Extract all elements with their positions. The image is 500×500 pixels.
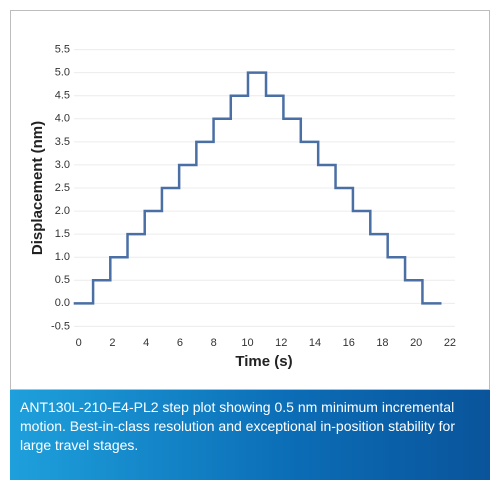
x-tick-label: 8 <box>211 337 217 349</box>
chart-frame <box>10 10 490 390</box>
caption: ANT130L-210-E4-PL2 step plot showing 0.5… <box>10 390 490 480</box>
data-line <box>73 71 442 305</box>
y-tick-label: 4.5 <box>55 90 70 102</box>
y-tick-label: 5.5 <box>55 44 70 56</box>
x-tick-label: 6 <box>177 337 183 349</box>
x-tick-label: 14 <box>309 337 321 349</box>
x-tick-label: 16 <box>343 337 355 349</box>
x-tick-label: 22 <box>444 337 456 349</box>
x-tick-label: 0 <box>76 337 82 349</box>
y-axis-title: Displacement (nm) <box>29 121 46 255</box>
y-tick-label: 1.0 <box>55 251 70 263</box>
x-tick-label: 20 <box>410 337 422 349</box>
y-tick-label: 5.0 <box>55 67 70 79</box>
y-tick-label: 3.5 <box>55 136 70 148</box>
x-tick-label: 18 <box>376 337 388 349</box>
y-tick-label: 3.0 <box>55 159 70 171</box>
x-tick-label: 2 <box>109 337 115 349</box>
x-tick-label: 10 <box>241 337 253 349</box>
chart: Time (s) Displacement (nm) -0.5 0.0 0.5 1.0… <box>29 44 456 370</box>
y-tick-label: 2.5 <box>55 182 70 194</box>
y-tick-label: 0.5 <box>55 274 70 286</box>
y-tick-label: 2.0 <box>55 205 70 217</box>
x-tick-label: 4 <box>143 337 149 349</box>
y-tick-label: 4.0 <box>55 113 70 125</box>
y-tick-label: -0.5 <box>51 320 70 332</box>
y-tick-label: 1.5 <box>55 228 70 240</box>
x-axis-title: Time (s) <box>235 353 292 370</box>
x-tick-label: 12 <box>275 337 287 349</box>
y-tick-label: 0.0 <box>55 297 70 309</box>
